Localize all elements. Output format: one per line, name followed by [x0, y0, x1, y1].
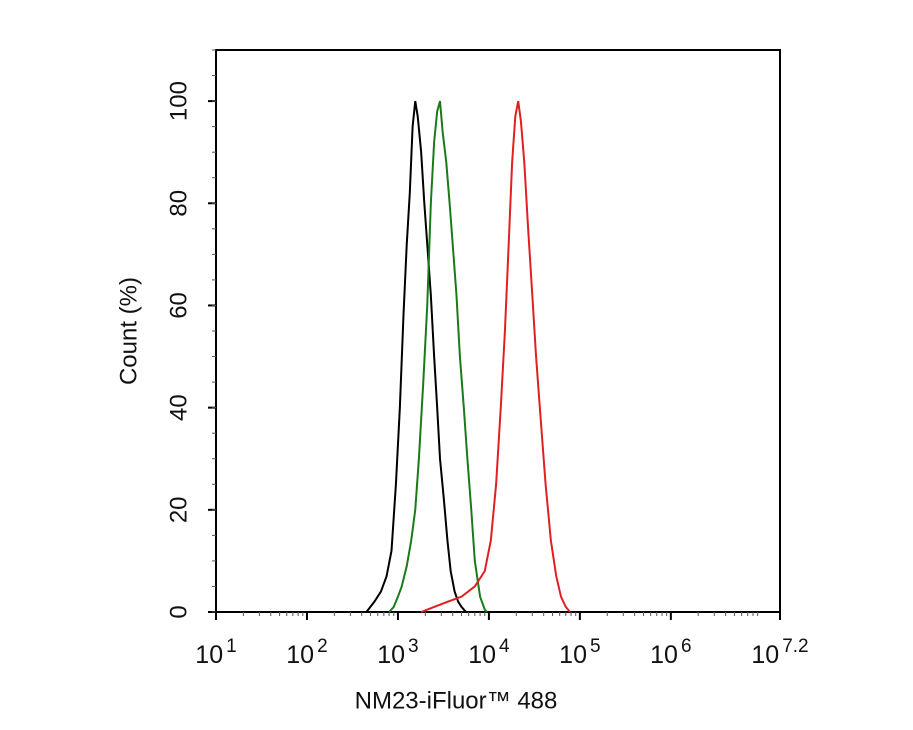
histogram-line: [365, 100, 467, 613]
histogram-line: [388, 100, 488, 613]
x-tick-base: 10: [559, 641, 587, 669]
x-tick-label: 10 1: [195, 636, 236, 669]
y-tick-label: 60: [165, 292, 192, 319]
y-tick-label: 0: [165, 605, 192, 618]
x-tick-label: 10 6: [650, 636, 691, 669]
x-tick-label: 10 7.2: [751, 636, 808, 669]
x-tick-base: 10: [377, 641, 405, 669]
x-axis-label: NM23-iFluor™ 488: [355, 687, 558, 714]
x-tick-exponent: 4: [499, 636, 510, 657]
y-tick-label: 100: [165, 81, 192, 121]
x-tick-label: 10 5: [559, 636, 600, 669]
x-tick-base: 10: [195, 641, 223, 669]
x-tick-exponent: 6: [681, 636, 692, 657]
x-tick-label: 10 4: [468, 636, 510, 669]
histogram-line: [420, 100, 571, 613]
x-tick-base: 10: [468, 641, 496, 669]
x-tick-base: 10: [751, 641, 779, 669]
x-tick-label: 10 3: [377, 636, 418, 669]
x-tick-label: 10 2: [286, 636, 327, 669]
x-tick-exponent: 5: [590, 636, 601, 657]
y-tick-label: 40: [165, 394, 192, 421]
x-tick-base: 10: [650, 641, 678, 669]
plot-frame: [215, 49, 781, 613]
x-tick-exponent: 1: [226, 636, 237, 657]
x-tick-base: 10: [286, 641, 314, 669]
x-tick-exponent: 2: [317, 636, 328, 657]
y-axis-label: Count (%): [115, 277, 142, 385]
y-tick-label: 80: [165, 190, 192, 217]
x-tick-exponent: 3: [408, 636, 419, 657]
x-tick-exponent: 7.2: [782, 636, 808, 657]
y-tick-label: 20: [165, 496, 192, 523]
